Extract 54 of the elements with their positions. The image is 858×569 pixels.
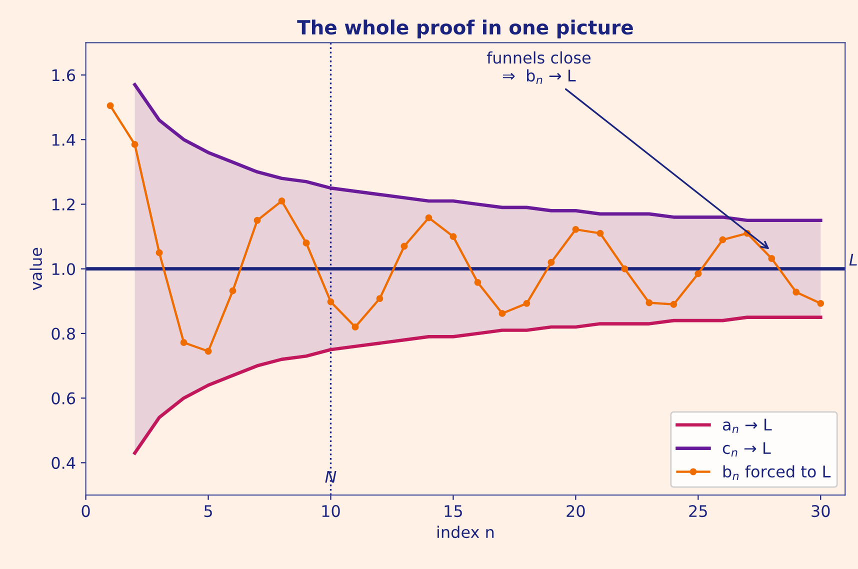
point (817, 300, 824, 307)
y-tick-label: 0.8 (52, 328, 75, 340)
y-tick-label: 0.4 (52, 456, 76, 470)
x-tick-label: 10 (322, 505, 340, 518)
point (474, 278, 482, 286)
point (694, 270, 702, 278)
chart-title: The whole proof in one picture (297, 20, 633, 38)
x-tick-label: 25 (689, 505, 707, 518)
annotation: funnels close ⇒ b$_{n}$ → L (486, 51, 590, 84)
point (596, 230, 604, 237)
line-series (133, 316, 822, 455)
point (229, 287, 236, 294)
y-tick-label: 1.2 (52, 198, 74, 210)
point (719, 236, 726, 244)
point (670, 300, 678, 308)
point (204, 348, 212, 355)
x-tick-label: 30 (812, 505, 830, 518)
point (792, 288, 800, 296)
point (376, 295, 384, 302)
point (646, 299, 653, 306)
x-tick-label: 20 (566, 505, 585, 518)
point (106, 102, 114, 110)
point (768, 255, 776, 262)
y-tick-label: 0.6 (52, 392, 76, 404)
legend-label: b$_{n}$ forced to L (723, 465, 831, 480)
point (498, 310, 506, 317)
x-tick-label: 0 (82, 505, 90, 518)
point (156, 249, 163, 256)
y-tick-label: 1.6 (52, 69, 76, 82)
y-tick-label: 1.0 (52, 263, 76, 276)
ref-line-label: N (325, 471, 336, 483)
line-series (133, 83, 822, 222)
y-tick-label: 1.4 (52, 134, 76, 146)
point (572, 226, 580, 233)
legend-label: c$_{n}$ → L (722, 442, 771, 456)
point (302, 240, 310, 246)
x-tick-label: 5 (204, 505, 212, 518)
ref-line-label: L (849, 254, 857, 266)
point (450, 233, 457, 240)
point (548, 258, 555, 266)
point (352, 324, 359, 330)
point (278, 198, 286, 204)
point (254, 216, 261, 224)
point (621, 265, 628, 272)
point (523, 300, 530, 307)
x-axis-title: index n (438, 526, 494, 538)
point (425, 214, 432, 222)
y-axis-title: value (30, 248, 42, 290)
point (131, 140, 138, 148)
point (400, 242, 408, 250)
legend-label: a$_{n}$ → L (722, 418, 772, 434)
x-tick-label: 15 (444, 505, 462, 518)
point (180, 339, 188, 346)
point (327, 298, 334, 306)
